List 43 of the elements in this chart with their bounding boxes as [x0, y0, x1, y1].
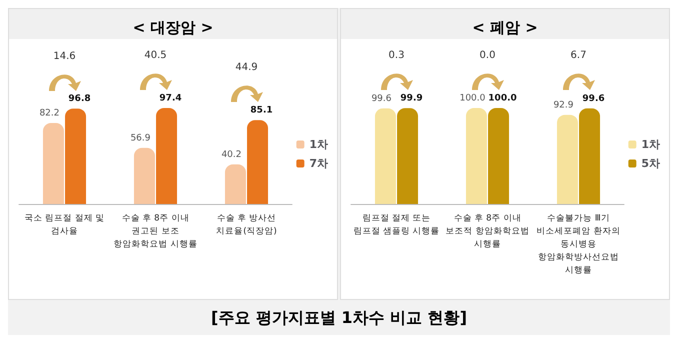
data-label: 99.6	[582, 94, 605, 104]
text: 40.5	[143, 50, 168, 61]
x-tick-label: 수술 후 8주 이내 권고된 보조 항암화학요법 시행률	[114, 214, 198, 250]
x-tick-label: 수술불가능 Ⅲ기 비소세포폐암 환자의 동시병용 항암화학방사선요법 시행률	[536, 214, 620, 276]
bar	[224, 164, 246, 204]
data-label: 99.9	[400, 94, 423, 104]
data-label: 99.6	[371, 94, 392, 104]
legend-label: 5차	[641, 157, 660, 170]
data-label: 92.9	[553, 100, 574, 110]
data-label: 85.1	[250, 106, 273, 116]
x-tick-label: 수술 후 8주 이내 보조적 항암화학요법 시행률	[446, 214, 530, 250]
bar	[156, 108, 178, 204]
data-label: 82.2	[39, 108, 60, 118]
chart-title: < 대장암 >	[132, 18, 214, 36]
bar	[579, 108, 600, 204]
text: 6.7	[570, 50, 588, 62]
chart-title: < 폐암 >	[472, 18, 538, 36]
text: 0.3	[388, 50, 406, 62]
text: 0.0	[478, 50, 496, 61]
bar	[134, 148, 155, 204]
text: 14.6	[52, 50, 77, 62]
data-label: 97.4	[159, 94, 182, 104]
bar	[65, 108, 86, 204]
bar	[397, 108, 418, 204]
legend-label: 1차	[309, 138, 328, 151]
legend-label: 7차	[309, 157, 328, 170]
data-label: 56.9	[130, 133, 151, 144]
data-label: 96.8	[68, 94, 91, 104]
legend-label: 1차	[641, 138, 660, 151]
x-tick-label: 림프절 절제 또는 림프절 샘플링 시행률	[353, 214, 440, 236]
bar	[374, 108, 396, 204]
bar	[42, 122, 64, 204]
x-tick-label: 국소 림프절 절제 및 검사율	[24, 214, 105, 236]
bar	[556, 114, 578, 204]
text: 44.9	[234, 62, 259, 74]
text: [주요 평가지표별 1차수 비교 현황]	[210, 308, 468, 329]
bar	[488, 108, 510, 204]
data-label: 100.0	[460, 94, 486, 104]
bar	[247, 120, 268, 204]
data-label: 40.2	[221, 150, 242, 160]
bar	[466, 108, 487, 204]
data-label: 100.0	[488, 94, 517, 104]
x-tick-label: 수술 후 방사선 치료율(직장암)	[216, 214, 277, 236]
